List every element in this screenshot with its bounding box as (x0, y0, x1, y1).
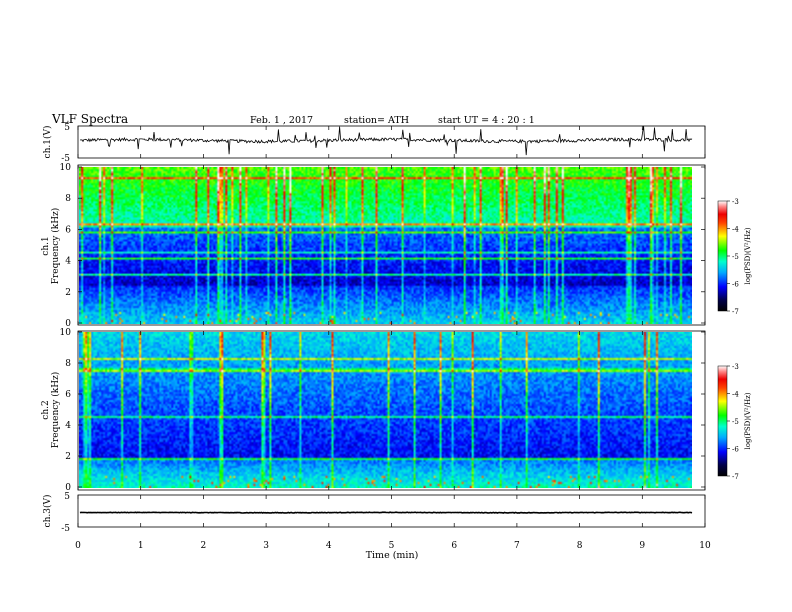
colorbar-tick-label: -6 (732, 446, 739, 454)
ch1-colorbar: -3 -4 -5 -6 -7 log(PSD)(V²/Hz) (717, 198, 752, 316)
freq-tick-label: 2 (65, 288, 71, 298)
ch1-colorbar-label: log(PSD)(V²/Hz) (744, 227, 752, 284)
ch1-waveform-line (79, 125, 693, 156)
start-time-label: start UT = 4 : 20 : 1 (438, 115, 535, 126)
ch1-ytick-bottom: -5 (61, 154, 70, 164)
freq-tick-label: 6 (65, 225, 71, 235)
time-axis-label: Time (min) (366, 550, 419, 561)
freq-tick-label: 0 (65, 483, 71, 493)
ch1-channel-label: ch.1 (41, 236, 51, 255)
ch1-ytick-top: 5 (64, 123, 70, 133)
colorbar-tick-label: -7 (732, 473, 739, 481)
ch3-waveform-line (79, 511, 693, 514)
colorbar-tick-label: -3 (732, 363, 739, 371)
ch1-frequency-ylabel: Frequency (kHz) (50, 208, 61, 285)
time-tick-label: 4 (326, 541, 332, 551)
time-tick-label: 6 (451, 541, 457, 551)
date-label: Feb. 1 , 2017 (250, 115, 313, 126)
freq-tick-label: 4 (65, 257, 71, 267)
time-tick-label: 0 (75, 541, 81, 551)
station-label: station= ATH (344, 115, 409, 126)
freq-tick-label: 2 (65, 452, 71, 462)
colorbar-tick-label: -5 (732, 253, 739, 261)
ch2-colorbar: -3 -4 -5 -6 -7 log(PSD)(V²/Hz) (717, 363, 752, 481)
time-tick-label: 7 (514, 541, 520, 551)
colorbar-tick-label: -3 (732, 198, 739, 206)
freq-tick-label: 10 (60, 163, 72, 173)
freq-tick-label: 0 (65, 319, 71, 329)
ch3-waveform-ylabel: ch.3(V) (42, 495, 53, 528)
time-tick-label: 5 (389, 541, 395, 551)
ch1-waveform-frame (77, 125, 706, 159)
ch2-frequency-ylabel: Frequency (kHz) (50, 372, 61, 449)
time-tick-label: 3 (263, 541, 269, 551)
freq-tick-label: 4 (65, 421, 71, 431)
ch2-spectrogram-panel: 0 2 4 6 8 10 ch.2 Frequency (kHz) (41, 328, 706, 493)
freq-tick-label: 6 (65, 390, 71, 400)
ch3-waveform-frame (77, 494, 706, 528)
time-tick-label: 9 (639, 541, 645, 551)
freq-tick-label: 10 (60, 328, 72, 338)
ch1-waveform-panel: 5 -5 ch.1(V) (42, 123, 706, 164)
ch1-spectrogram-panel: 0 2 4 6 8 10 ch.1 Frequency (kHz) (41, 163, 706, 329)
colorbar-tick-label: -6 (732, 281, 739, 289)
freq-tick-label: 8 (65, 359, 71, 369)
time-tick-label: 10 (699, 541, 711, 551)
freq-tick-label: 8 (65, 194, 71, 204)
ch2-colorbar-scale (717, 365, 728, 477)
ch2-channel-label: ch.2 (41, 400, 51, 419)
ch3-waveform-panel: 5 -5 ch.3(V) (42, 492, 706, 534)
colorbar-tick-label: -4 (732, 226, 739, 234)
time-axis: 0 1 2 3 4 5 6 7 8 9 10 (75, 126, 711, 551)
colorbar-tick-label: -5 (732, 418, 739, 426)
ch3-ytick-bottom: -5 (61, 524, 70, 534)
time-tick-label: 8 (577, 541, 583, 551)
time-tick-label: 2 (201, 541, 207, 551)
ch1-colorbar-scale (717, 200, 728, 312)
ch2-spectrogram-heatmap (79, 332, 692, 488)
colorbar-tick-label: -4 (732, 391, 739, 399)
figure-title: VLF Spectra (51, 112, 128, 126)
ch1-waveform-ylabel: ch.1(V) (42, 126, 53, 159)
time-tick-label: 1 (138, 541, 144, 551)
ch2-colorbar-label: log(PSD)(V²/Hz) (744, 392, 752, 449)
ch1-spectrogram-heatmap (79, 167, 692, 324)
colorbar-tick-label: -7 (732, 308, 739, 316)
ch3-ytick-top: 5 (64, 492, 70, 502)
